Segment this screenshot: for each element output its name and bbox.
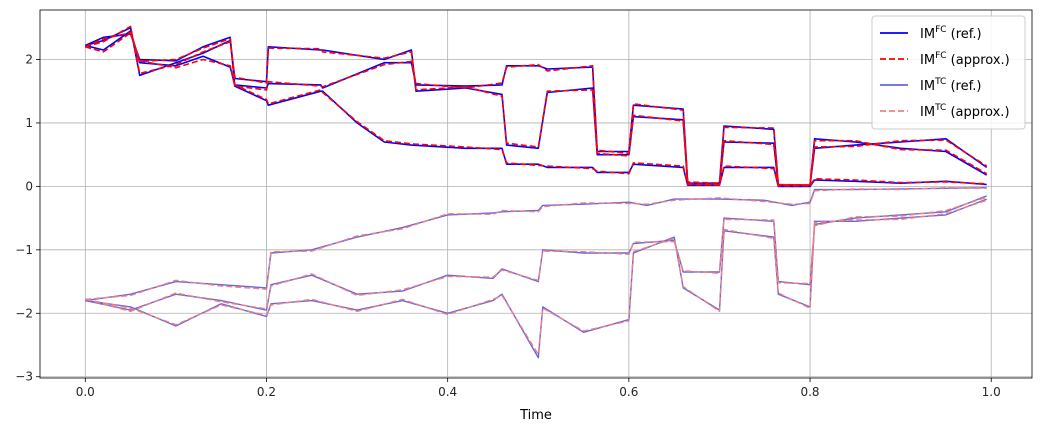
legend-label-suffix: (approx.) — [947, 53, 1010, 68]
y-tick-label: −3 — [15, 370, 33, 384]
series-line-tc-approx — [85, 186, 987, 300]
legend-label-superscript: TC — [934, 77, 946, 87]
series-line-tc-ref — [85, 187, 987, 302]
x-axis-label: Time — [519, 408, 552, 423]
legend-label-superscript: TC — [934, 103, 946, 113]
legend-label-superscript: FC — [935, 25, 946, 35]
x-tick-label: 1.0 — [982, 385, 1001, 399]
grid — [40, 10, 1032, 378]
legend-label: IMFC (approx.) — [920, 51, 1010, 68]
axes-ticks: 0.0 0.2 0.4 0.6 0.8 1.0 −3 −2 −1 0 1 2 — [15, 52, 1000, 399]
legend-label-base: IM — [920, 79, 935, 94]
legend-label-base: IM — [920, 53, 935, 68]
y-tick-label: 2 — [25, 52, 33, 66]
legend-label-suffix: (ref.) — [947, 27, 982, 42]
series-line-fc-approx — [84, 31, 987, 187]
y-tick-label: −2 — [15, 306, 33, 320]
x-tick-label: 0.4 — [438, 385, 457, 399]
legend-label-suffix: (approx.) — [946, 105, 1009, 120]
legend-label-base: IM — [920, 105, 935, 120]
legend-label-base: IM — [920, 27, 935, 42]
legend-label: IMFC (ref.) — [920, 25, 982, 42]
legend-label: IMTC (ref.) — [920, 77, 981, 94]
x-tick-label: 0.0 — [76, 385, 95, 399]
legend-label-superscript: FC — [935, 51, 946, 61]
plot-frame — [39, 9, 1033, 379]
series-group — [84, 25, 988, 359]
x-tick-label: 0.8 — [800, 385, 819, 399]
legend: IMFC (ref.)IMFC (approx.)IMTC (ref.)IMTC… — [871, 15, 1026, 130]
legend-label-suffix: (ref.) — [946, 79, 981, 94]
legend-label: IMTC (approx.) — [920, 103, 1010, 120]
y-tick-label: 1 — [25, 116, 33, 130]
x-tick-label: 0.2 — [257, 385, 276, 399]
series-line-tc-approx — [85, 196, 987, 313]
x-tick-label: 0.6 — [619, 385, 638, 399]
series-line-fc-approx — [85, 25, 988, 186]
legend-box — [871, 15, 1026, 130]
y-tick-label: −1 — [15, 243, 33, 257]
y-tick-label: 0 — [25, 179, 33, 193]
series-line-tc-approx — [85, 199, 987, 356]
